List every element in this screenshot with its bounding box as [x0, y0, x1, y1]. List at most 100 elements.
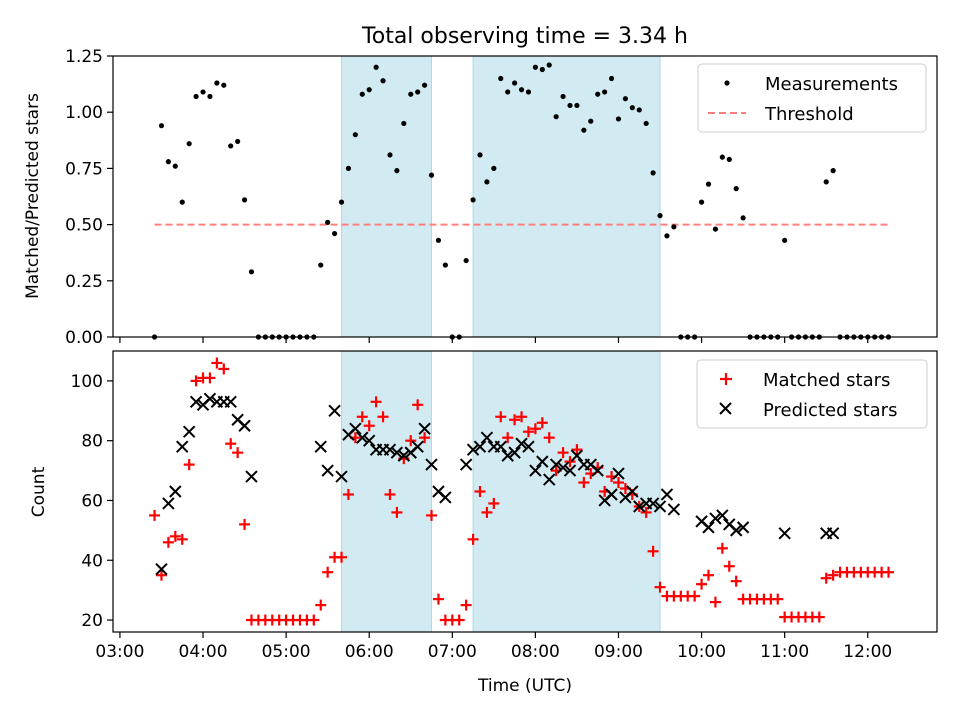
measurement-point [622, 96, 629, 102]
predicted-star-point [667, 503, 681, 516]
matched-star-point [149, 509, 161, 521]
matched-star-point [654, 581, 666, 593]
predicted-star-point [321, 464, 334, 477]
measurement-point [200, 89, 206, 95]
predicted-star-point [646, 497, 660, 510]
predicted-star-point [605, 488, 618, 501]
measurement-point [179, 199, 185, 205]
matched-star-points [149, 357, 895, 626]
measurement-point [726, 156, 732, 163]
y-tick-label: 80 [81, 432, 103, 452]
predicted-star-point [626, 485, 639, 498]
x-tick-label: 08:00 [511, 642, 560, 662]
matched-star-point [522, 426, 534, 438]
matched-star-point [384, 488, 396, 500]
measurement-point [394, 168, 400, 174]
matched-star-point [453, 614, 465, 626]
x-tick-label: 05:00 [262, 642, 311, 662]
matched-star-point [696, 578, 708, 590]
bottom-y-axis-label: Count [29, 466, 49, 517]
figure-title: Total observing time = 3.34 h [361, 24, 688, 49]
predicted-star-point [418, 422, 431, 435]
shaded-interval-1 [472, 350, 661, 633]
x-tick-label: 11:00 [760, 642, 809, 662]
measurement-point [740, 215, 746, 221]
measurement-point [719, 154, 725, 160]
y-tick-label: 0.50 [65, 216, 103, 236]
measurement-point [532, 64, 538, 70]
matched-star-point [336, 551, 348, 563]
measurement-point [733, 186, 739, 192]
matched-star-point [204, 372, 216, 384]
matched-star-point [190, 375, 202, 387]
matched-star-point [481, 506, 493, 518]
matched-star-point [322, 566, 334, 578]
matched-star-point [516, 411, 528, 423]
matched-star-point [467, 533, 479, 545]
measurement-point [442, 262, 448, 268]
predicted-star-point [459, 458, 473, 471]
y-tick-label: 1.25 [65, 47, 103, 67]
matched-star-point [723, 560, 735, 572]
measurement-point [574, 102, 580, 109]
measurement-point [408, 91, 414, 97]
top-legend: Measurements Threshold [697, 63, 927, 133]
matched-star-point [702, 569, 714, 581]
measurement-point [331, 230, 338, 237]
measurement-point [643, 120, 649, 127]
predicted-star-point [203, 392, 217, 406]
matched-star-point [426, 509, 438, 521]
matched-star-point [578, 477, 590, 489]
measurement-point [782, 237, 788, 243]
measurement-point [712, 226, 719, 232]
predicted-star-point [508, 446, 521, 459]
predicted-star-point [397, 449, 411, 462]
measurement-point [373, 64, 379, 70]
bottom-legend: Matched stars Predicted stars [696, 359, 928, 429]
shaded-interval-0 [341, 55, 433, 338]
measurement-point [664, 233, 670, 239]
matched-star-point [543, 432, 555, 444]
matched-star-point [557, 447, 569, 459]
measurement-point [546, 62, 552, 68]
predicted-star-point [543, 473, 556, 486]
measurement-point [214, 80, 220, 86]
matched-star-point [169, 530, 181, 542]
x-tick-label: 04:00 [179, 642, 228, 662]
measurement-point [615, 116, 622, 122]
predicted-star-point [245, 470, 258, 483]
matched-star-point [474, 486, 486, 497]
measurement-point [207, 93, 213, 100]
measurement-point [629, 105, 635, 111]
top-y-axis-label: Matched/Predicted stars [23, 93, 43, 299]
y-tick-label: 100 [71, 372, 103, 392]
matched-star-point [308, 614, 320, 626]
predicted-star-point [224, 395, 237, 409]
top-y-ticks: 0.00 0.25 0.50 0.75 1.00 1.25 [65, 47, 113, 348]
y-tick-label: 60 [81, 491, 103, 511]
predicted-star-point [182, 425, 196, 438]
y-tick-label: 0.00 [65, 328, 103, 348]
y-tick-label: 1.00 [65, 103, 103, 123]
y-tick-label: 0.25 [65, 272, 103, 292]
matched-star-point [239, 518, 251, 530]
predicted-star-point [563, 464, 577, 477]
measurement-point [325, 219, 331, 225]
matched-star-point [412, 399, 424, 411]
matched-star-point [183, 459, 195, 471]
matched-star-point [772, 593, 784, 605]
matched-star-point [363, 420, 375, 432]
predicted-star-point [349, 422, 362, 435]
predicted-star-point [633, 500, 646, 513]
predicted-star-point [480, 431, 494, 444]
bottom-y-ticks: 20 40 60 80 100 [71, 372, 113, 631]
predicted-star-point [176, 440, 189, 453]
matched-star-point [536, 417, 548, 429]
measurement-point [435, 237, 442, 243]
predicted-star-point [729, 524, 743, 537]
predicted-star-point [536, 455, 549, 468]
matched-star-point [730, 575, 742, 587]
bottom-panel: 20 40 60 80 100 03:00 04:00 05:00 06:00 07:00 08:… [29, 350, 938, 696]
measurement-point [823, 179, 829, 185]
measurement-point [602, 89, 608, 95]
